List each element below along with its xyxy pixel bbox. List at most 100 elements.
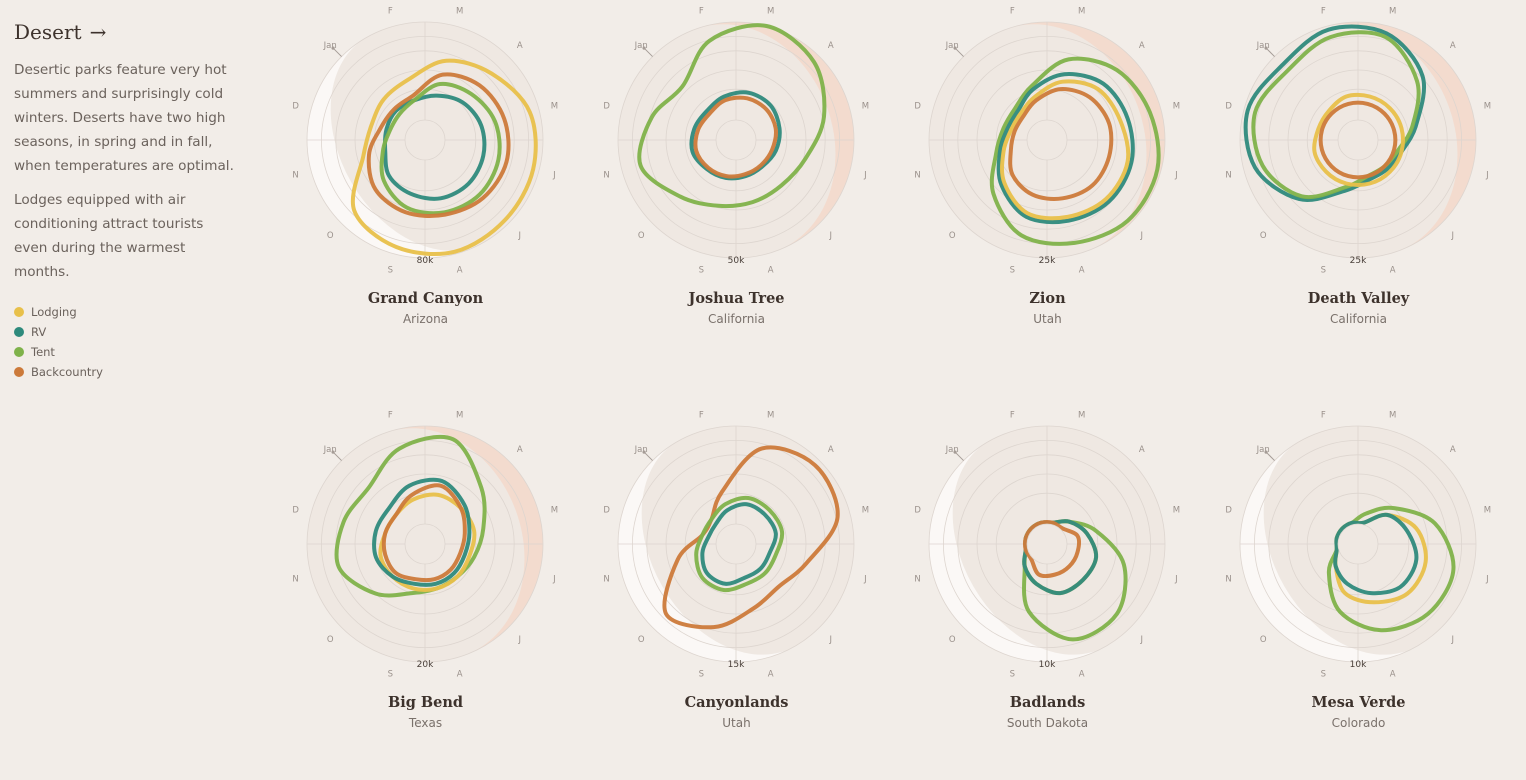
month-label: M — [1078, 411, 1085, 421]
month-label: M — [1173, 101, 1180, 111]
month-label: J — [863, 575, 867, 585]
month-label: A — [457, 669, 463, 679]
series-line-rv — [382, 93, 487, 201]
section-title-link[interactable]: Desert → — [14, 20, 234, 44]
series-line-lodging — [378, 492, 477, 592]
month-label: Jan — [945, 41, 959, 51]
month-label: M — [862, 505, 869, 515]
series-line-backcountry — [1318, 100, 1398, 180]
legend-item-tent: Tent — [14, 342, 234, 362]
start-arrow-icon — [954, 451, 964, 461]
series-line-rv — [1333, 512, 1419, 596]
month-label: O — [638, 231, 645, 241]
start-arrow-icon — [331, 46, 335, 50]
center-hole — [1337, 523, 1379, 565]
radial-chart: Jan F M A M J J A S O N D 25k — [1225, 7, 1491, 276]
month-label: A — [517, 41, 523, 51]
month-label: A — [1139, 41, 1145, 51]
series-line-backcountry — [1023, 520, 1081, 578]
center-hole — [1337, 119, 1379, 161]
start-arrow-icon — [332, 451, 342, 461]
legend-swatch — [14, 367, 24, 377]
month-label: Jan — [634, 445, 648, 455]
month-label: F — [699, 411, 704, 421]
legend-swatch — [14, 327, 24, 337]
center-hole — [1026, 523, 1068, 565]
chart-panel-canyonlands[interactable]: Jan F M A M J J A S O N D 15k Canyonlands Utah — [581, 404, 892, 780]
legend-label: Tent — [31, 345, 55, 359]
month-label: A — [1450, 41, 1456, 51]
legend-label: Lodging — [31, 305, 77, 319]
park-state: Utah — [1033, 312, 1062, 326]
series-line-rv — [996, 72, 1135, 225]
month-label: O — [949, 635, 956, 645]
month-label: J — [829, 231, 833, 241]
series-line-rv — [1243, 24, 1427, 202]
center-hole — [1026, 119, 1068, 161]
legend-item-backcountry: Backcountry — [14, 362, 234, 382]
chart-panel-zion[interactable]: Jan F M A M J J A S O N D 25k Zion Utah — [892, 0, 1203, 376]
series-line-backcountry — [693, 95, 778, 179]
month-label: F — [1010, 7, 1015, 17]
month-label: J — [518, 635, 522, 645]
scale-label: 15k — [728, 660, 745, 670]
month-label: O — [327, 635, 334, 645]
arrow-right-icon: → — [89, 20, 107, 44]
month-label: A — [457, 265, 463, 275]
park-name: Zion — [1029, 290, 1066, 307]
month-label: A — [768, 265, 774, 275]
month-label: F — [388, 411, 393, 421]
start-arrow-icon — [1264, 450, 1268, 454]
park-name: Death Valley — [1307, 290, 1410, 307]
month-label: Jan — [323, 41, 337, 51]
park-state: South Dakota — [1006, 716, 1089, 730]
legend-swatch — [14, 307, 24, 317]
month-label: J — [1485, 575, 1489, 585]
series-line-lodging — [1312, 92, 1405, 187]
radial-chart: Jan F M A M J J A S O N D 50k — [603, 7, 869, 276]
park-state: California — [708, 312, 765, 326]
month-label: J — [518, 231, 522, 241]
month-label: N — [1225, 575, 1231, 585]
chart-panel-death-valley[interactable]: Jan F M A M J J A S O N D 25k Death Valley Californi… — [1203, 0, 1514, 376]
month-label: J — [1451, 231, 1455, 241]
chart-panel-joshua-tree[interactable]: Jan F M A M J J A S O N D 50k Joshua Tree California — [581, 0, 892, 376]
chart-panel-badlands[interactable]: Jan F M A M J J A S O N D 10k Badlands South Dakota — [892, 404, 1203, 780]
month-label: J — [1485, 171, 1489, 181]
season-shade — [1317, 22, 1476, 251]
park-state: Arizona — [402, 312, 449, 326]
series-line-tent — [379, 81, 502, 216]
scale-label: 50k — [728, 256, 745, 266]
chart-panel-grand-canyon[interactable]: Jan F M A M J J A S O N D 80k Grand Canyon Arizona — [270, 0, 581, 376]
month-label: S — [388, 669, 393, 679]
month-label: M — [1173, 505, 1180, 515]
month-label: O — [1260, 635, 1267, 645]
month-label: N — [292, 575, 298, 585]
series-line-backcountry — [662, 445, 840, 630]
month-label: M — [1389, 7, 1396, 17]
month-label: S — [699, 265, 704, 275]
chart-grid: Jan F M A M J J A S O N D 80k Grand Canyon Arizona J… — [270, 0, 1520, 752]
sidebar: Desert → Desertic parks feature very hot… — [14, 20, 234, 382]
month-label: M — [456, 411, 463, 421]
chart-panel-big-bend[interactable]: Jan F M A M J J A S O N D 20k Big Bend Texas — [270, 404, 581, 780]
month-label: S — [1010, 265, 1015, 275]
legend-label: Backcountry — [31, 365, 103, 379]
month-label: D — [292, 505, 299, 515]
month-label: M — [767, 411, 774, 421]
month-label: J — [1174, 575, 1178, 585]
start-arrow-icon — [642, 46, 646, 50]
month-label: J — [552, 575, 556, 585]
chart-panel-mesa-verde[interactable]: Jan F M A M J J A S O N D 10k Mesa Verde Colorado — [1203, 404, 1514, 780]
center-hole — [404, 119, 446, 161]
month-label: A — [1139, 445, 1145, 455]
month-label: M — [767, 7, 774, 17]
radial-chart: Jan F M A M J J A S O N D 10k — [914, 411, 1180, 680]
month-label: S — [1321, 669, 1326, 679]
month-label: A — [1390, 265, 1396, 275]
month-label: A — [1390, 669, 1396, 679]
park-name: Big Bend — [387, 694, 464, 711]
month-label: M — [1484, 505, 1491, 515]
month-label: F — [1321, 411, 1326, 421]
month-label: O — [638, 635, 645, 645]
